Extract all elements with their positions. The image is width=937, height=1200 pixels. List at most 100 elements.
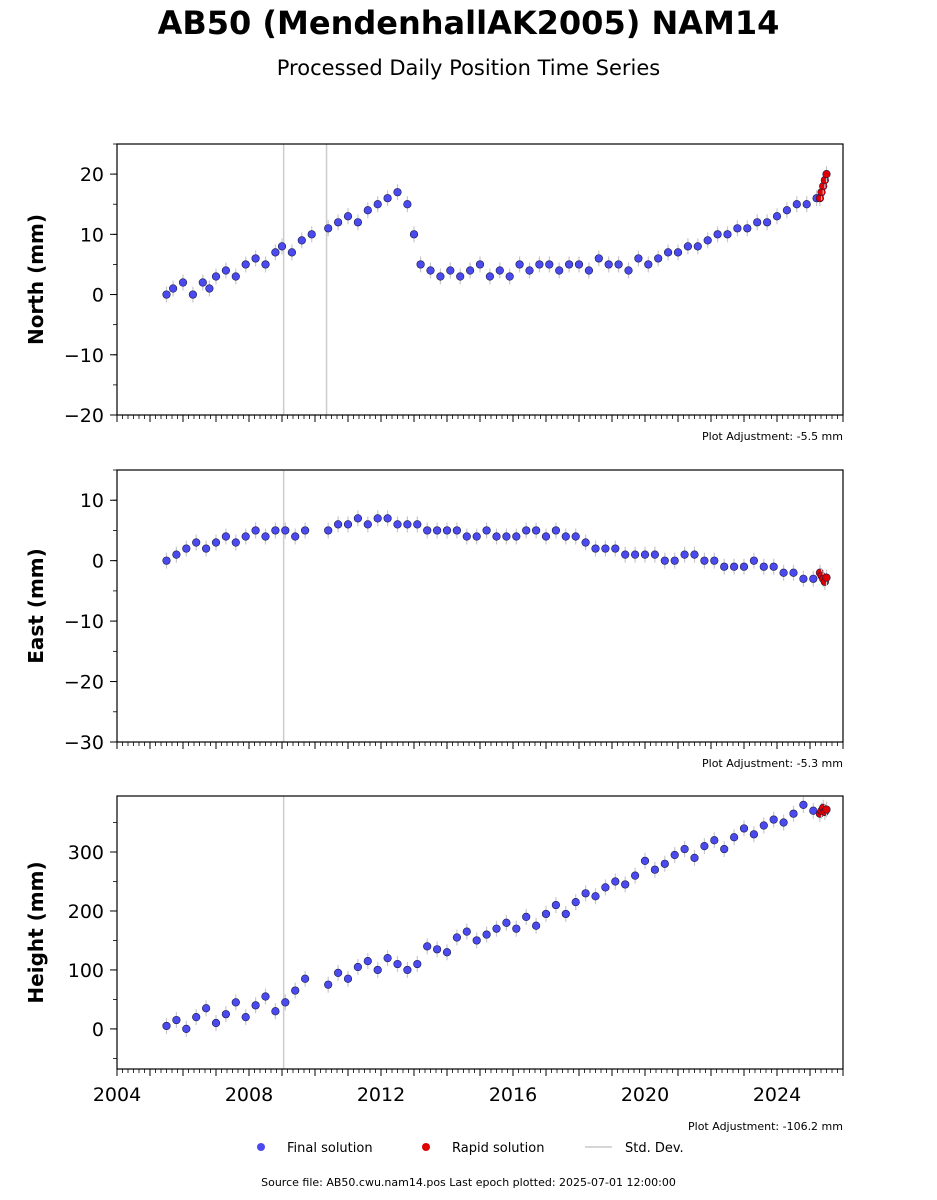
legend-rapid-label: Rapid solution: [452, 1141, 544, 1156]
x-tick-label: 2004: [93, 1084, 141, 1106]
final-point: [611, 877, 620, 886]
final-point: [472, 532, 481, 541]
final-point: [334, 968, 343, 977]
final-point: [650, 865, 660, 874]
final-point: [231, 538, 240, 547]
final-point: [512, 924, 521, 933]
final-point: [416, 260, 425, 269]
final-point: [759, 562, 768, 571]
final-point: [373, 200, 382, 209]
final-point: [383, 954, 392, 963]
y-tick-label: 10: [80, 490, 104, 512]
y-tick-label: −10: [64, 611, 104, 633]
final-point: [277, 242, 287, 251]
final-point: [710, 836, 719, 845]
y-tick-label: 20: [80, 164, 104, 186]
final-point: [541, 532, 551, 541]
final-point: [324, 980, 333, 989]
final-point: [495, 266, 504, 275]
final-point: [192, 538, 201, 547]
final-point: [485, 272, 495, 281]
final-point: [261, 992, 270, 1001]
final-point: [172, 550, 181, 559]
rapid-point: [822, 170, 831, 179]
legend-stddev-label: Std. Dev.: [625, 1141, 684, 1156]
final-point: [383, 194, 392, 203]
final-point: [442, 948, 452, 957]
final-point: [591, 544, 600, 553]
final-point: [673, 248, 683, 257]
final-point: [640, 856, 650, 865]
final-point: [779, 568, 788, 577]
final-point: [423, 942, 432, 951]
final-point: [492, 924, 501, 933]
final-point: [611, 544, 620, 553]
panel-1: −30 −20 −10 0 10 East (mm) Plot Adjustment: -5…: [24, 469, 844, 770]
final-point: [670, 850, 679, 860]
final-point: [650, 550, 660, 559]
final-point: [492, 532, 501, 541]
final-point: [202, 1004, 211, 1013]
final-point: [703, 236, 712, 245]
final-point: [221, 1010, 230, 1019]
final-point: [433, 526, 442, 535]
final-point: [680, 550, 689, 559]
y-tick-label: −20: [64, 672, 104, 694]
final-point: [466, 266, 475, 275]
final-point: [584, 266, 594, 275]
final-point: [644, 260, 653, 269]
x-tick-label: 2016: [489, 1084, 537, 1106]
final-point: [251, 1001, 260, 1010]
final-point: [505, 272, 514, 281]
final-point: [634, 254, 643, 263]
final-point: [551, 900, 561, 910]
final-point: [403, 200, 412, 209]
final-point: [660, 556, 669, 565]
panel-2: 0 100 200 300 2004 2008 2012 2016 2020 2024 Height…: [24, 795, 844, 1133]
y-tick-label: 0: [92, 285, 104, 307]
final-point: [753, 218, 762, 227]
final-point: [555, 266, 564, 275]
final-point: [581, 889, 590, 898]
plot-adjustment-note: Plot Adjustment: -5.3 mm: [702, 757, 843, 770]
final-point: [571, 898, 580, 907]
final-point: [729, 833, 739, 842]
y-tick-label: 10: [80, 224, 104, 246]
final-point: [475, 260, 485, 269]
final-point: [571, 532, 580, 541]
final-point: [574, 260, 584, 269]
final-point: [693, 242, 702, 251]
final-point: [297, 236, 306, 245]
y-tick-label: −30: [64, 732, 104, 754]
plot-frame: [116, 143, 844, 416]
final-point: [343, 974, 353, 983]
final-point: [363, 956, 372, 966]
final-point: [663, 248, 673, 257]
final-point: [409, 230, 419, 239]
y-axis-label: North (mm): [24, 214, 48, 345]
final-point: [182, 544, 191, 553]
final-point: [799, 574, 808, 583]
final-point: [301, 974, 310, 983]
final-point: [624, 266, 633, 275]
final-point: [426, 266, 435, 275]
final-point: [654, 254, 663, 263]
final-point: [172, 1015, 181, 1025]
final-point: [413, 520, 422, 529]
legend-rapid-marker: [422, 1143, 430, 1151]
final-point: [188, 290, 197, 299]
final-point: [630, 871, 640, 880]
final-point: [291, 532, 300, 541]
final-point: [749, 830, 759, 839]
plot-adjustment-note: Plot Adjustment: -5.5 mm: [702, 430, 843, 443]
final-point: [713, 230, 722, 239]
final-point: [373, 514, 382, 523]
final-point: [403, 520, 412, 529]
final-point: [531, 921, 541, 930]
final-point: [241, 260, 250, 269]
final-point: [343, 212, 353, 221]
final-point: [743, 224, 752, 233]
final-point: [281, 526, 290, 535]
y-axis-label: Height (mm): [24, 861, 48, 1003]
final-point: [482, 526, 491, 535]
